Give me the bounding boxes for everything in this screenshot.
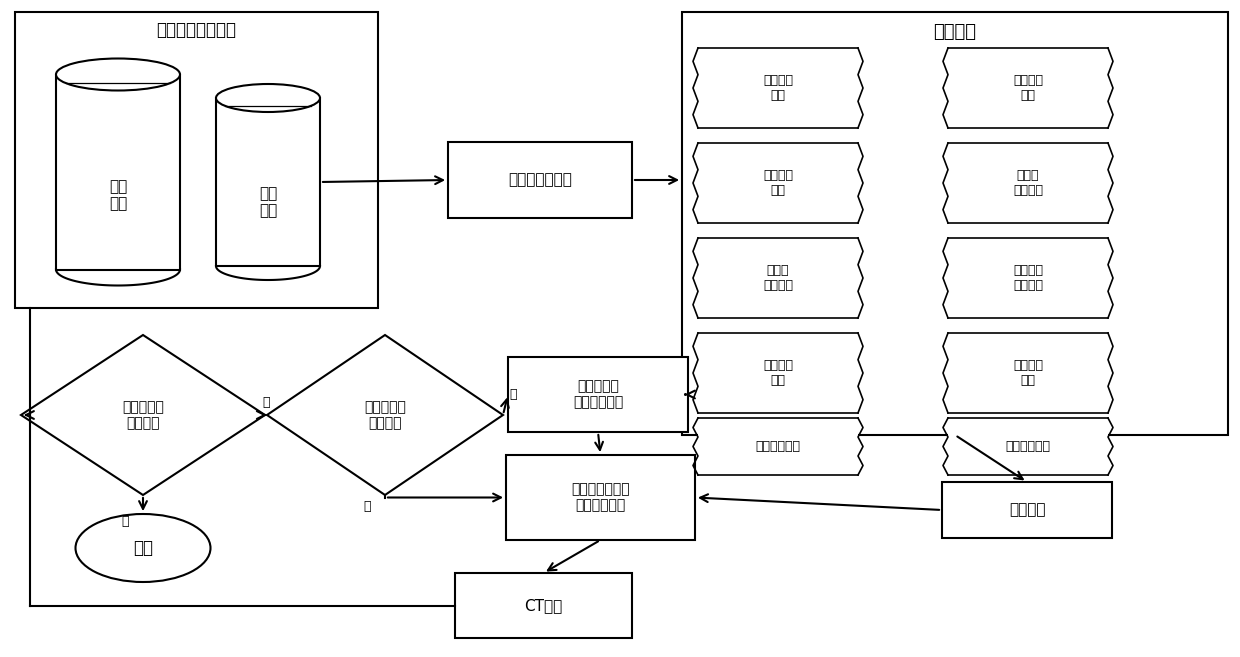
Text: 否: 否 — [363, 501, 371, 514]
Text: 侦测方法: 侦测方法 — [1009, 503, 1045, 518]
Text: 增益校正
图像: 增益校正 图像 — [1013, 74, 1043, 102]
Bar — [942, 482, 1112, 538]
Text: 是: 是 — [122, 515, 129, 528]
Text: 同批次待检测零件: 同批次待检测零件 — [156, 21, 237, 39]
Bar — [506, 455, 694, 540]
Bar — [949, 238, 1109, 318]
Bar — [682, 12, 1228, 435]
Text: 滤波降噪
参数: 滤波降噪 参数 — [1013, 359, 1043, 387]
Ellipse shape — [56, 58, 180, 91]
Bar — [455, 573, 632, 638]
Text: 环像素
模板图像: 环像素 模板图像 — [763, 264, 794, 292]
Text: 按相应方法
更新相关数据: 按相应方法 更新相关数据 — [573, 379, 624, 409]
Text: 暗场波动数据: 暗场波动数据 — [1006, 440, 1050, 453]
Bar — [949, 418, 1109, 475]
Bar — [448, 142, 632, 218]
Bar — [949, 143, 1109, 223]
Ellipse shape — [76, 514, 211, 582]
Text: 平均暗场图像: 平均暗场图像 — [755, 440, 801, 453]
Text: 散射场
分布图像: 散射场 分布图像 — [1013, 169, 1043, 197]
Bar — [698, 333, 858, 413]
Bar — [15, 12, 378, 308]
Bar — [698, 418, 858, 475]
Polygon shape — [267, 335, 503, 495]
Text: 是: 是 — [510, 388, 517, 401]
Bar — [949, 48, 1109, 128]
Text: 侦测数据: 侦测数据 — [934, 23, 977, 41]
Bar — [698, 48, 858, 128]
Bar — [216, 98, 320, 266]
Bar — [56, 74, 180, 269]
Text: 一个
零件: 一个 零件 — [259, 186, 277, 218]
Text: 是否有数据
需要更新: 是否有数据 需要更新 — [365, 400, 405, 430]
Text: 扫描曝光
参数: 扫描曝光 参数 — [763, 169, 794, 197]
Polygon shape — [21, 335, 265, 495]
Text: 系统安装
参数: 系统安装 参数 — [763, 74, 794, 102]
Text: 下一被检测零件
的扫描与校正: 下一被检测零件 的扫描与校正 — [572, 482, 630, 512]
Text: 射束硬化
曲线: 射束硬化 曲线 — [763, 359, 794, 387]
Text: 是否已完成
所有检测: 是否已完成 所有检测 — [122, 400, 164, 430]
Text: CT重建: CT重建 — [525, 598, 563, 613]
Text: 射束硬化
校正直线: 射束硬化 校正直线 — [1013, 264, 1043, 292]
Text: 其余
零件: 其余 零件 — [109, 179, 128, 212]
Bar — [508, 357, 688, 432]
Text: 侦测扫描与校正: 侦测扫描与校正 — [508, 173, 572, 187]
Text: 否: 否 — [262, 397, 270, 409]
Bar — [949, 333, 1109, 413]
Bar — [698, 143, 858, 223]
Text: 结束: 结束 — [133, 539, 153, 557]
Ellipse shape — [216, 84, 320, 112]
Bar — [698, 238, 858, 318]
